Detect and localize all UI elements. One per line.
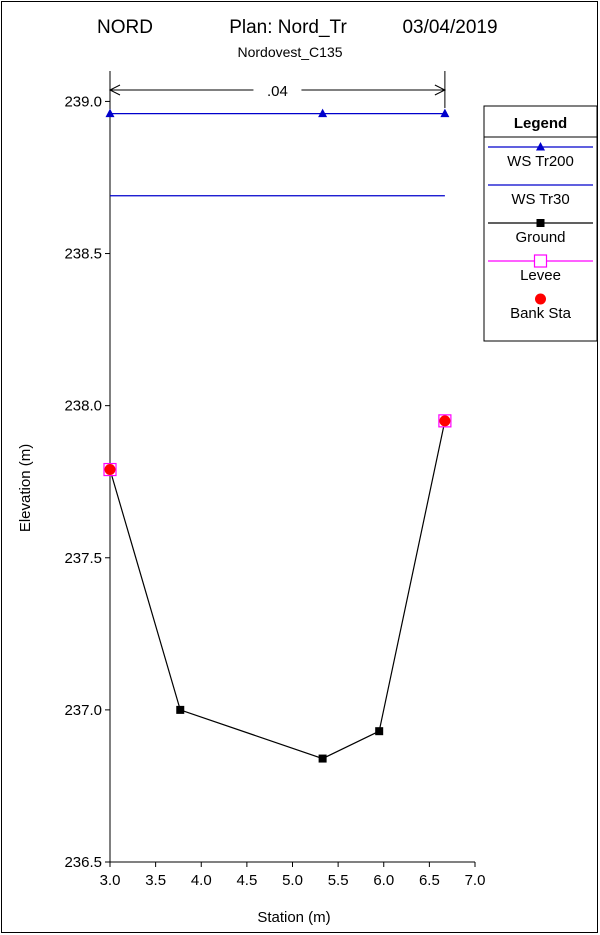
bank-sta-point <box>439 415 451 427</box>
chart-title: NORD <box>97 17 153 38</box>
ws-tr200-point <box>318 108 328 118</box>
x-ticks: 3.0 3.5 4.0 4.5 5.0 5.5 6.0 6.5 7.0 <box>100 862 486 889</box>
ground-line <box>109 420 446 760</box>
legend-marker-bank-sta <box>535 293 546 305</box>
y-tick-label: 237.5 <box>64 550 102 567</box>
legend-marker-ws-tr200 <box>536 142 545 151</box>
legend-label-ws-tr30: WS Tr30 <box>511 191 569 208</box>
chart-subtitle: Nordovest_C135 <box>237 44 342 60</box>
x-tick-label: 4.0 <box>191 872 212 889</box>
legend-title: Legend <box>514 115 567 132</box>
ground-point <box>176 705 185 714</box>
legend-label-ws-tr200: WS Tr200 <box>507 153 574 170</box>
x-tick-label: 5.5 <box>328 872 349 889</box>
y-tick-label: 238.5 <box>64 246 102 263</box>
y-tick-label: 237.0 <box>64 702 102 719</box>
x-tick-label: 5.0 <box>282 872 303 889</box>
bank-sta-point <box>104 464 116 476</box>
legend-label-levee: Levee <box>520 267 561 284</box>
legend-marker-levee <box>533 254 548 268</box>
axes <box>109 71 475 863</box>
x-tick-label: 3.0 <box>100 872 121 889</box>
chart-date: 03/04/2019 <box>402 17 497 38</box>
x-tick-label: 6.0 <box>373 872 394 889</box>
legend-label-ground: Ground <box>515 229 565 246</box>
manning-value-label: .04 <box>267 83 288 100</box>
manning-indicator: .04 <box>108 71 447 108</box>
legend: Legend WS Tr200 WS Tr30 Ground Levee Bank Sta <box>483 105 598 342</box>
y-tick-label: 236.5 <box>64 854 102 871</box>
series-layer <box>103 108 452 763</box>
x-tick-label: 7.0 <box>465 872 486 889</box>
ground-point <box>375 727 384 736</box>
x-tick-label: 4.5 <box>236 872 257 889</box>
y-tick-label: 239.0 <box>64 93 102 110</box>
legend-label-bank-sta: Bank Sta <box>510 305 572 322</box>
ground-point <box>318 754 327 763</box>
ws-tr200-point <box>105 108 115 118</box>
ws-tr200-point <box>440 108 450 118</box>
legend-marker-ground <box>536 219 545 227</box>
y-ticks: 236.5 237.0 237.5 238.0 238.5 239.0 <box>64 93 110 871</box>
x-axis-label: Station (m) <box>257 909 330 926</box>
manning-arrowhead-left <box>108 84 121 96</box>
y-axis-label: Elevation (m) <box>17 444 34 532</box>
manning-arrowhead-right <box>434 84 447 96</box>
chart-plan: Plan: Nord_Tr <box>229 17 347 38</box>
x-tick-label: 6.5 <box>419 872 440 889</box>
y-tick-label: 238.0 <box>64 398 102 415</box>
x-tick-label: 3.5 <box>145 872 166 889</box>
